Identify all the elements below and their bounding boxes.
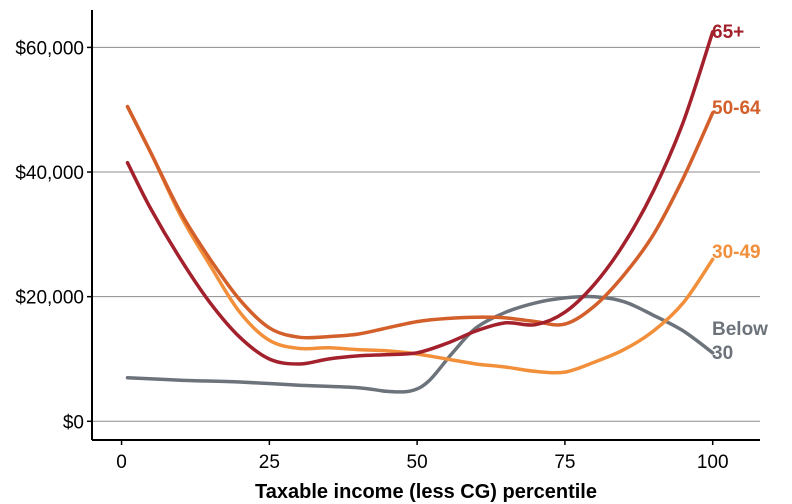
series-labels: Below 30 30-49 50-64 65+ — [712, 22, 768, 364]
x-tick-label: 0 — [116, 452, 127, 473]
x-tick-label: 25 — [259, 452, 280, 473]
series-label-below-30: Below 30 — [712, 319, 768, 364]
x-tick-label: 50 — [407, 452, 428, 473]
series-lines — [125, 30, 715, 394]
grid-lines — [92, 46, 760, 422]
x-axis-title: Taxable income (less CG) percentile — [255, 481, 597, 503]
series-label-30-49: 30-49 — [712, 242, 761, 263]
y-tick-labels: $0 $20,000 $40,000 $60,000 — [15, 38, 92, 433]
series-line-50-64 — [125, 104, 715, 340]
series-line-65- — [125, 30, 715, 366]
axes — [91, 10, 760, 441]
x-tick-label: 100 — [697, 452, 729, 473]
y-tick-label: $20,000 — [15, 288, 84, 309]
y-tick-label: $60,000 — [15, 38, 84, 59]
series-label-65-: 65+ — [712, 22, 744, 43]
series-label-50-64: 50-64 — [712, 98, 761, 119]
series-line-below-30 — [125, 294, 715, 394]
x-tick-label: 75 — [554, 452, 575, 473]
y-tick-label: $0 — [63, 412, 84, 433]
x-tick-labels: 0 25 50 75 100 — [116, 440, 729, 473]
y-tick-label: $40,000 — [15, 163, 84, 184]
